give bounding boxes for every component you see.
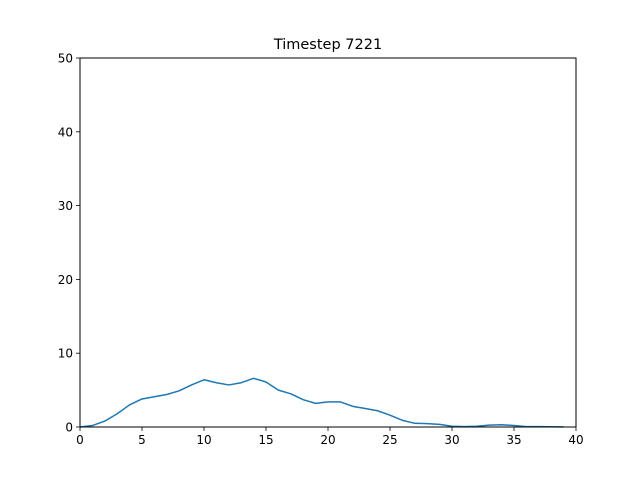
plot-area <box>79 377 564 428</box>
series-line-0 <box>79 377 564 428</box>
x-tick-label: 5 <box>138 433 146 447</box>
y-tick-label: 40 <box>58 125 73 139</box>
x-tick-label: 25 <box>382 433 397 447</box>
x-tick-label: 0 <box>76 433 84 447</box>
x-tick-label: 15 <box>258 433 273 447</box>
axes-frame <box>79 57 577 428</box>
y-tick-label: 20 <box>58 273 73 287</box>
x-tick-label: 40 <box>568 433 583 447</box>
y-tick-label: 30 <box>58 199 73 213</box>
x-tick-label: 30 <box>444 433 459 447</box>
x-tick-label: 10 <box>196 433 211 447</box>
y-axis: 0 10 20 30 40 50 <box>58 52 80 435</box>
chart-title: Timestep 7221 <box>273 37 382 53</box>
x-tick-label: 35 <box>506 433 521 447</box>
y-tick-label: 50 <box>58 52 73 66</box>
y-tick-label: 10 <box>58 347 73 361</box>
y-tick-label: 0 <box>65 421 73 435</box>
x-axis: 0 5 10 15 20 25 30 35 40 <box>76 427 584 447</box>
x-tick-label: 20 <box>320 433 335 447</box>
